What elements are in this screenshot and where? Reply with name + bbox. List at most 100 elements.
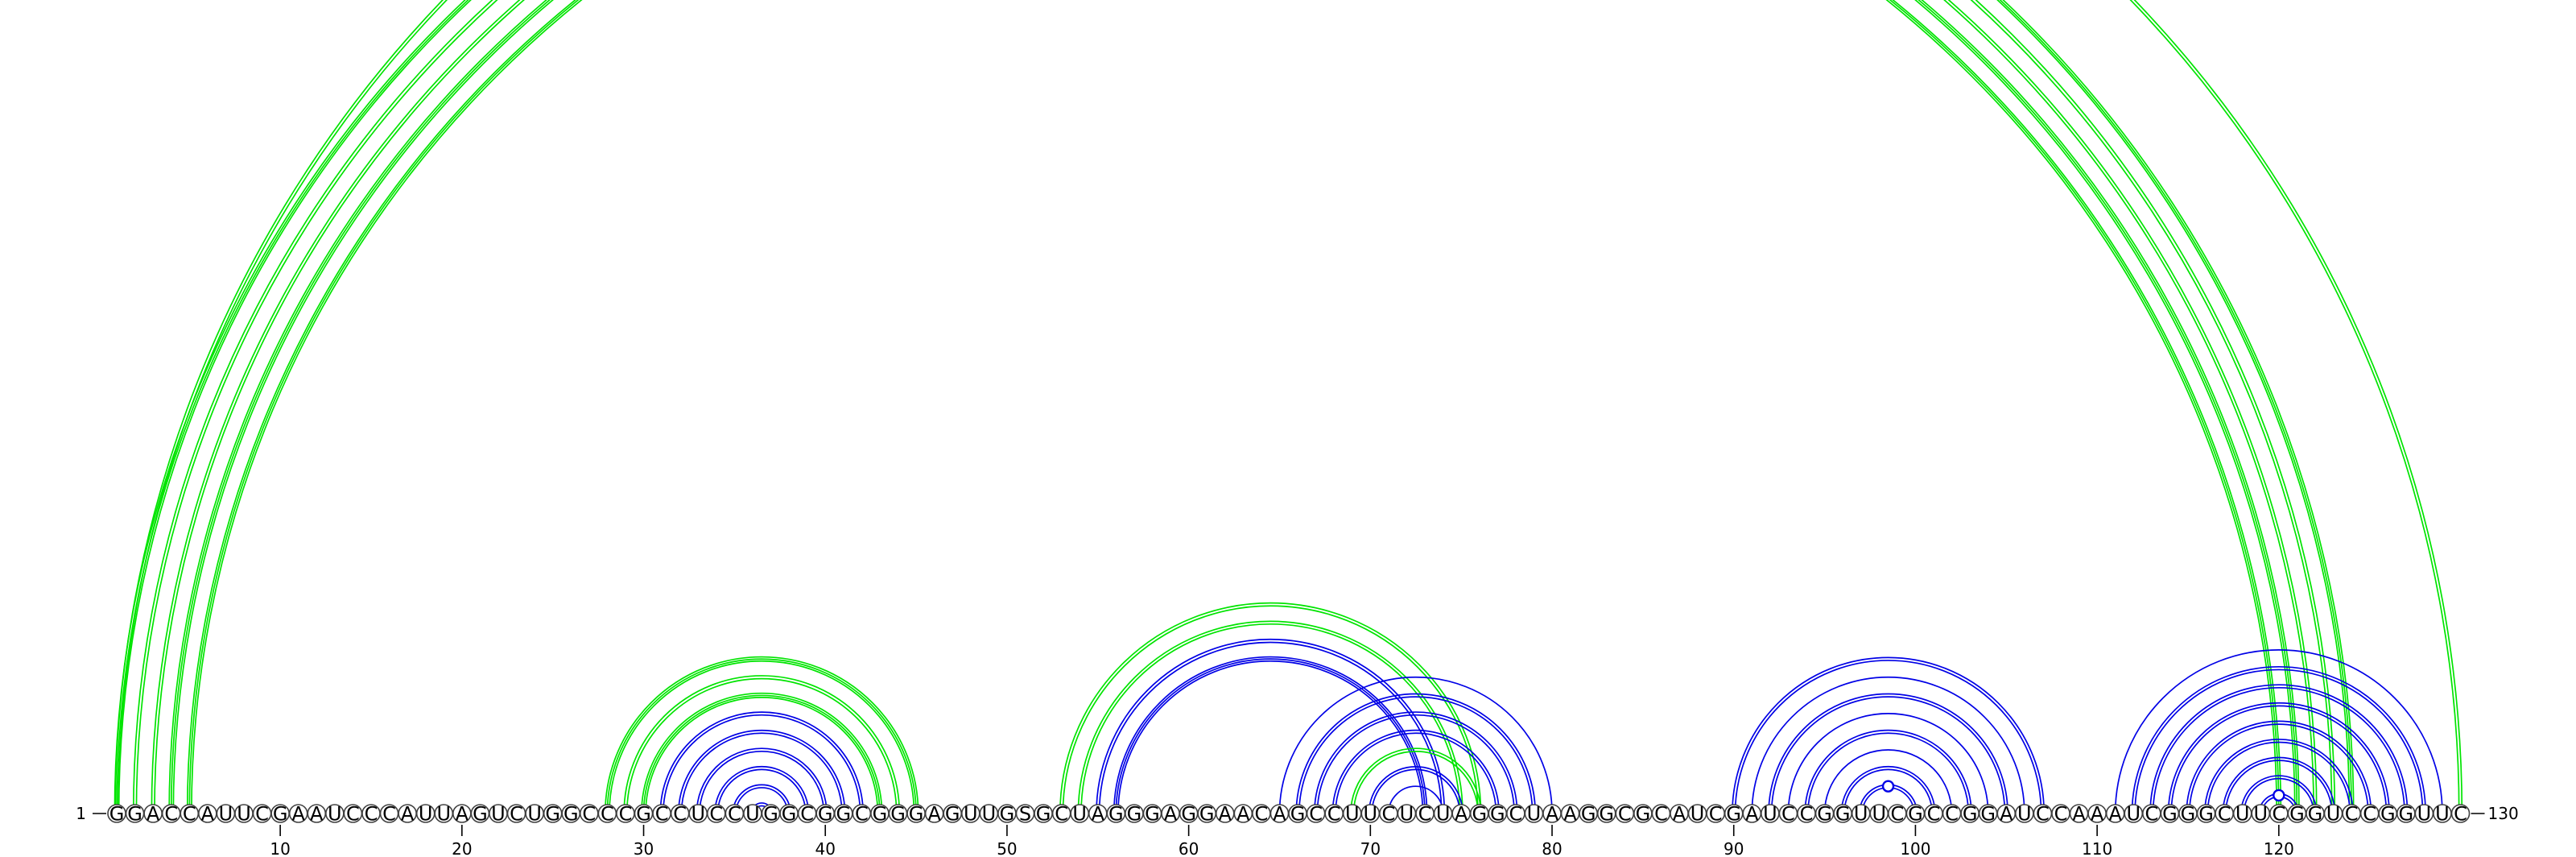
nucleotide-letter: U (1364, 803, 1378, 826)
base-pair-arc (2167, 702, 2390, 814)
position-tick: 110 (2082, 825, 2112, 857)
nucleotide: U (1851, 803, 1871, 826)
nucleotide-letter: G (2380, 803, 2396, 826)
nucleotide-letter: A (2072, 803, 2086, 826)
nucleotide: C (1415, 803, 1435, 826)
nucleotide: U (2414, 803, 2434, 826)
nucleotide-letter: U (1763, 803, 1777, 826)
tick-label: 80 (1542, 839, 1562, 857)
arc-line (696, 747, 828, 814)
nucleotide-letter: C (673, 803, 687, 826)
tick-label: 100 (1900, 839, 1930, 857)
nucleotide-letter: C (1509, 803, 1523, 826)
base-pair-arc (1787, 713, 1989, 814)
arc-line (1350, 747, 1482, 814)
arc-marker (1881, 780, 1895, 793)
arc-line (1278, 676, 1553, 814)
nucleotide: C (652, 803, 671, 826)
nucleotide-letter: A (2091, 803, 2104, 826)
nucleotide: C (2359, 803, 2380, 826)
nucleotide: C (1306, 803, 1326, 826)
arc-line (1823, 749, 1953, 814)
nucleotide: C (1324, 803, 1344, 826)
nucleotide-letter: U (2126, 803, 2140, 826)
nucleotide-letter: C (1418, 803, 1432, 826)
base-pair-arc (1732, 656, 2046, 814)
nucleotide: G (779, 803, 799, 826)
arc-line (604, 656, 919, 814)
nucleotide: U (743, 803, 762, 826)
arc-line (2186, 720, 2372, 814)
nucleotide: G (1960, 803, 1979, 826)
position-tick: 30 (634, 825, 654, 857)
arc-line (1804, 729, 1972, 814)
nucleotide: C (1924, 803, 1943, 826)
nucleotide: G (1125, 803, 1144, 826)
nucleotide: G (2396, 803, 2416, 826)
nucleotide: G (1197, 803, 1216, 826)
nucleotide-letter: U (2435, 803, 2450, 826)
nucleotide-letter: C (855, 803, 869, 826)
base-pair-arc (1331, 729, 1500, 814)
nucleotide: A (1670, 803, 1689, 826)
arc-line (699, 750, 825, 814)
nucleotide: U (1360, 803, 1381, 826)
arc-line (170, 0, 2298, 814)
nucleotide-letter: G (1000, 803, 1015, 826)
arc-line (2243, 777, 2315, 814)
nucleotide-letter: U (691, 803, 705, 826)
nucleotide: A (1233, 803, 1253, 826)
nucleotide-letter: C (2145, 803, 2158, 826)
arc-line (136, 0, 2331, 814)
position-tick: 20 (452, 825, 473, 857)
arc-line (1751, 676, 2025, 814)
nucleotide-letter: U (1400, 803, 1414, 826)
nucleotide: C (252, 803, 272, 826)
nucleotide-letter: C (582, 803, 596, 826)
nucleotide-letter: C (183, 803, 196, 826)
nucleotide-letter: U (219, 803, 233, 826)
arc-line (188, 0, 2281, 814)
arc-line (2170, 705, 2388, 814)
nucleotide-letter: G (763, 803, 778, 826)
position-tick: 10 (270, 825, 291, 857)
nucleotide-letter: U (745, 803, 760, 826)
nucleotide-letter: U (1690, 803, 1705, 826)
arc-line (680, 732, 843, 814)
base-pair-arc (641, 692, 883, 814)
nucleotide-letter: G (836, 803, 851, 826)
nucleotide: G (2287, 803, 2307, 826)
nucleotide: C (379, 803, 399, 826)
tick-label: 70 (1360, 839, 1381, 857)
nucleotide-letter: C (164, 803, 178, 826)
base-pair-arc (1278, 676, 1553, 814)
nucleotide: U (1761, 803, 1780, 826)
arc-line (732, 784, 791, 814)
arc-line (1840, 766, 1936, 814)
nucleotide: G (761, 803, 781, 826)
nucleotide-letter: A (147, 803, 160, 826)
arc-line (114, 0, 2463, 814)
arc-line (1843, 768, 1934, 814)
nucleotide: G (561, 803, 581, 826)
nucleotide-letter: C (2218, 803, 2231, 826)
nucleotide: C (1615, 803, 1635, 826)
arc-line (678, 729, 846, 814)
tick-label: 50 (997, 839, 1017, 857)
arc-line (1115, 658, 1426, 814)
base-pair-arc (2131, 665, 2427, 814)
nucleotide-letter: U (1527, 803, 1542, 826)
arc-line (2134, 669, 2424, 814)
nucleotide: G (2306, 803, 2325, 826)
base-pair-arcs (114, 0, 2463, 814)
nucleotide: C (2269, 803, 2289, 826)
nucleotide-letter: U (1345, 803, 1360, 826)
nucleotide: A (198, 803, 217, 826)
nucleotide: A (1161, 803, 1180, 826)
nucleotide: C (670, 803, 690, 826)
nucleotide: U (2323, 803, 2343, 826)
nucleotide-letter: C (2454, 803, 2467, 826)
arc-line (1732, 656, 2046, 814)
nucleotide-letter: C (2054, 803, 2068, 826)
nucleotide: C (1651, 803, 1671, 826)
